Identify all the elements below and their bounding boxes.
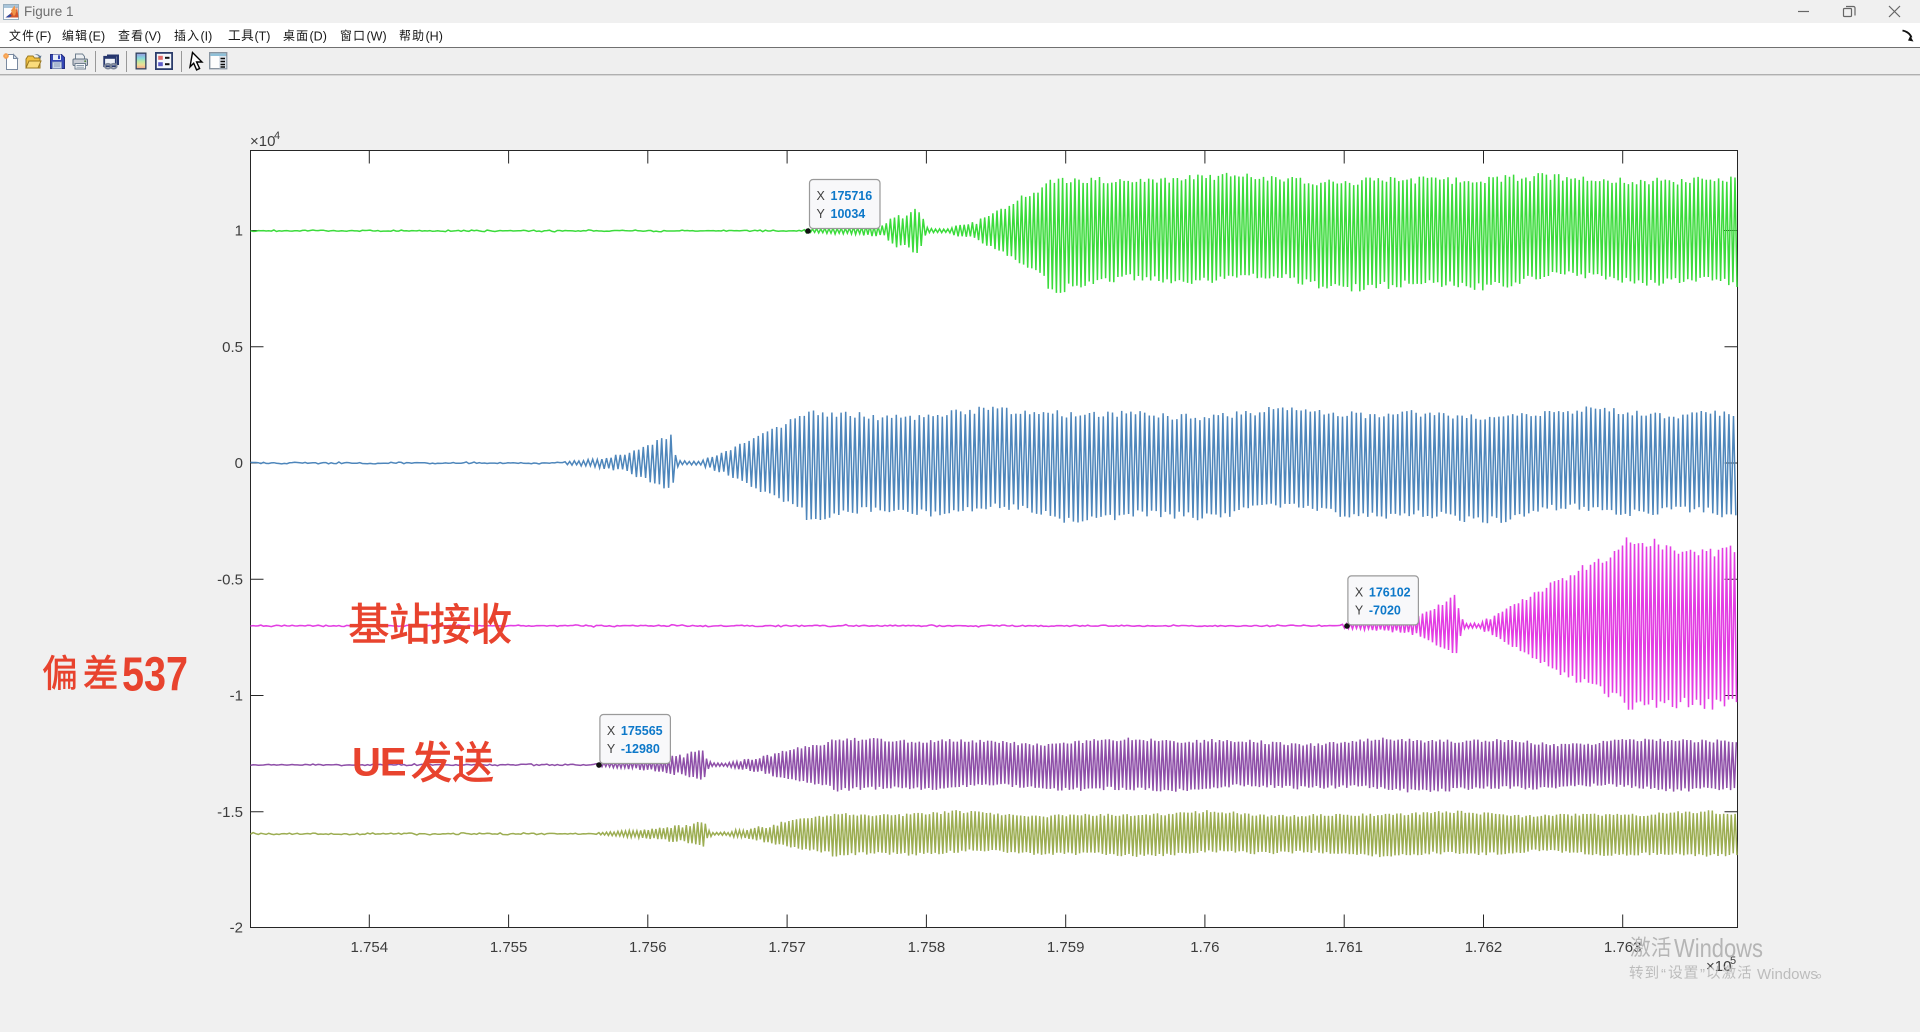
svg-text:X: X	[607, 724, 616, 738]
svg-text:10034: 10034	[831, 207, 866, 221]
svg-text:Windows: Windows	[1757, 966, 1818, 983]
svg-text:-1: -1	[230, 688, 243, 705]
svg-text:X: X	[817, 189, 826, 203]
svg-text:175716: 175716	[831, 189, 873, 203]
svg-text:×10: ×10	[250, 133, 275, 150]
svg-text:0.5: 0.5	[222, 339, 243, 356]
svg-text:1.757: 1.757	[768, 939, 806, 956]
svg-text:1.754: 1.754	[351, 939, 389, 956]
svg-text:537: 537	[122, 648, 188, 701]
svg-text:(V): (V)	[145, 29, 162, 43]
svg-text:Figure 1: Figure 1	[24, 4, 74, 19]
svg-text:UE: UE	[352, 740, 406, 784]
svg-text:-7020: -7020	[1369, 603, 1401, 617]
svg-text:X: X	[1355, 585, 1364, 599]
svg-text:1.758: 1.758	[908, 939, 946, 956]
svg-text:1.761: 1.761	[1325, 939, 1363, 956]
svg-text:1.76: 1.76	[1190, 939, 1219, 956]
svg-text:(D): (D)	[310, 29, 327, 43]
svg-text:-12980: -12980	[621, 742, 660, 756]
svg-text:1: 1	[235, 223, 243, 240]
svg-text:176102: 176102	[1369, 585, 1411, 599]
svg-text:×10: ×10	[1706, 958, 1731, 975]
svg-text:-2: -2	[230, 920, 243, 937]
svg-text:-1.5: -1.5	[217, 804, 243, 821]
svg-text:(T): (T)	[255, 29, 271, 43]
svg-text:1.762: 1.762	[1465, 939, 1503, 956]
svg-text:Y: Y	[607, 742, 616, 756]
svg-text:1.759: 1.759	[1047, 939, 1085, 956]
svg-text:0: 0	[235, 455, 243, 472]
svg-text:(E): (E)	[89, 29, 106, 43]
svg-text:”: ”	[1700, 966, 1705, 983]
svg-text:(W): (W)	[367, 29, 387, 43]
svg-text:(H): (H)	[426, 29, 443, 43]
svg-text:5: 5	[1730, 955, 1736, 967]
svg-text:“: “	[1661, 966, 1666, 983]
svg-text:4: 4	[274, 130, 280, 142]
svg-text:(I): (I)	[201, 29, 213, 43]
svg-text:Y: Y	[1355, 603, 1364, 617]
svg-text:175565: 175565	[621, 724, 663, 738]
svg-text:Y: Y	[817, 207, 826, 221]
svg-text:Windows: Windows	[1674, 933, 1763, 963]
svg-text:(F): (F)	[36, 29, 52, 43]
svg-text:1.755: 1.755	[490, 939, 528, 956]
svg-text:1.756: 1.756	[629, 939, 667, 956]
svg-text:-0.5: -0.5	[217, 572, 243, 589]
